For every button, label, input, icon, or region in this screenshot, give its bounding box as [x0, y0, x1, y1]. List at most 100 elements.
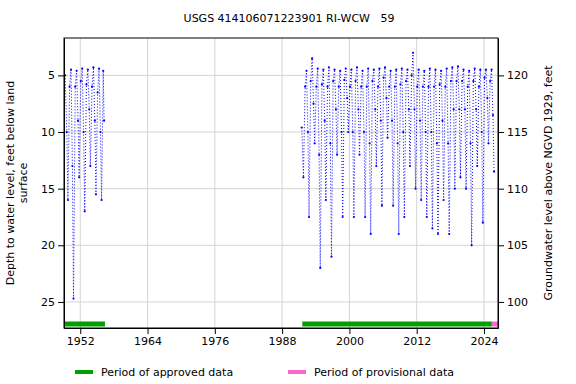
grid-line-y: [64, 245, 498, 246]
data-point: [307, 131, 309, 133]
data-point: [343, 79, 345, 81]
grid-line-x: [147, 38, 148, 328]
data-point: [395, 69, 397, 71]
data-point: [339, 70, 341, 72]
tick: 120: [498, 69, 528, 82]
data-point: [347, 131, 349, 133]
data-point: [390, 70, 392, 72]
y-axis: 510152025: [41, 39, 65, 329]
data-point: [92, 66, 94, 68]
data-point: [380, 120, 382, 122]
data-point: [87, 69, 89, 71]
legend-label: Period of provisional data: [314, 366, 454, 379]
data-point: [357, 108, 359, 110]
data-point: [412, 52, 414, 54]
data-point: [458, 108, 460, 110]
data-point: [371, 80, 373, 82]
y-axis-title: surface: [17, 162, 30, 203]
data-point: [70, 69, 72, 71]
data-point: [76, 70, 78, 72]
period-bar: [492, 322, 498, 327]
data-point: [422, 86, 424, 88]
grid-line-x: [416, 38, 417, 328]
data-point: [474, 67, 476, 69]
tick-label: 5: [48, 69, 55, 82]
data-point: [483, 77, 485, 79]
tick-mark: [58, 245, 64, 246]
data-point: [71, 165, 73, 167]
data-point: [99, 131, 101, 133]
data-point: [322, 69, 324, 71]
tick-label: 10: [41, 126, 55, 139]
tick: 25: [41, 296, 64, 309]
tick-mark: [80, 328, 81, 334]
tick: 110: [498, 183, 528, 196]
data-point: [305, 70, 307, 72]
data-point: [440, 70, 442, 72]
data-point: [419, 120, 421, 122]
data-point: [403, 216, 405, 218]
data-point: [338, 86, 340, 88]
y2-axis-title: Groundwater level above NGVD 1929, feet: [542, 65, 555, 301]
data-point: [469, 142, 471, 144]
data-point: [364, 216, 366, 218]
data-point: [450, 80, 452, 82]
data-point: [425, 131, 427, 133]
data-point: [433, 86, 435, 88]
tick-mark: [58, 189, 64, 190]
data-point: [391, 120, 393, 122]
data-point: [454, 188, 456, 190]
data-point: [332, 80, 334, 82]
tick-mark: [58, 302, 64, 303]
data-point: [386, 137, 388, 139]
data-point: [308, 216, 310, 218]
data-point: [350, 69, 352, 71]
data-point: [72, 297, 74, 299]
data-point: [85, 83, 87, 85]
data-point: [414, 188, 416, 190]
data-point: [315, 86, 317, 88]
tick-label: 100: [507, 296, 528, 309]
data-point: [408, 108, 410, 110]
tick-mark: [148, 328, 149, 334]
axis-line: [65, 328, 499, 329]
data-point: [329, 142, 331, 144]
y2-axis: 100105110115120: [498, 39, 528, 329]
data-point: [103, 120, 105, 122]
tick-label: 2012: [403, 335, 431, 348]
data-point: [302, 176, 304, 178]
data-point: [377, 86, 379, 88]
legend-swatch: [288, 370, 306, 374]
data-point: [368, 142, 370, 144]
data-point: [384, 66, 386, 68]
tick: 5: [48, 69, 64, 82]
data-point: [100, 199, 102, 201]
tick: 1964: [134, 328, 162, 348]
data-point: [486, 97, 488, 99]
data-point: [471, 244, 473, 246]
tick-label: 120: [507, 69, 528, 82]
grid-line-x: [483, 38, 484, 328]
data-point: [326, 86, 328, 88]
data-point: [468, 70, 470, 72]
period-bar: [302, 322, 492, 327]
grid-line-x: [349, 38, 350, 328]
data-point: [479, 69, 481, 71]
data-point: [74, 86, 76, 88]
data-point: [490, 69, 492, 71]
tick-label: 1952: [67, 335, 95, 348]
data-point: [446, 67, 448, 69]
data-point: [443, 199, 445, 201]
data-point: [383, 77, 385, 79]
tick-mark: [417, 328, 418, 334]
axis-line: [64, 39, 65, 329]
data-point: [352, 131, 354, 133]
tick: 2024: [470, 328, 498, 348]
grid: [64, 38, 498, 328]
data-point: [367, 67, 369, 69]
data-point: [485, 69, 487, 71]
data-point: [336, 154, 338, 156]
data-point: [394, 86, 396, 88]
data-point: [349, 86, 351, 88]
data-point: [489, 80, 491, 82]
